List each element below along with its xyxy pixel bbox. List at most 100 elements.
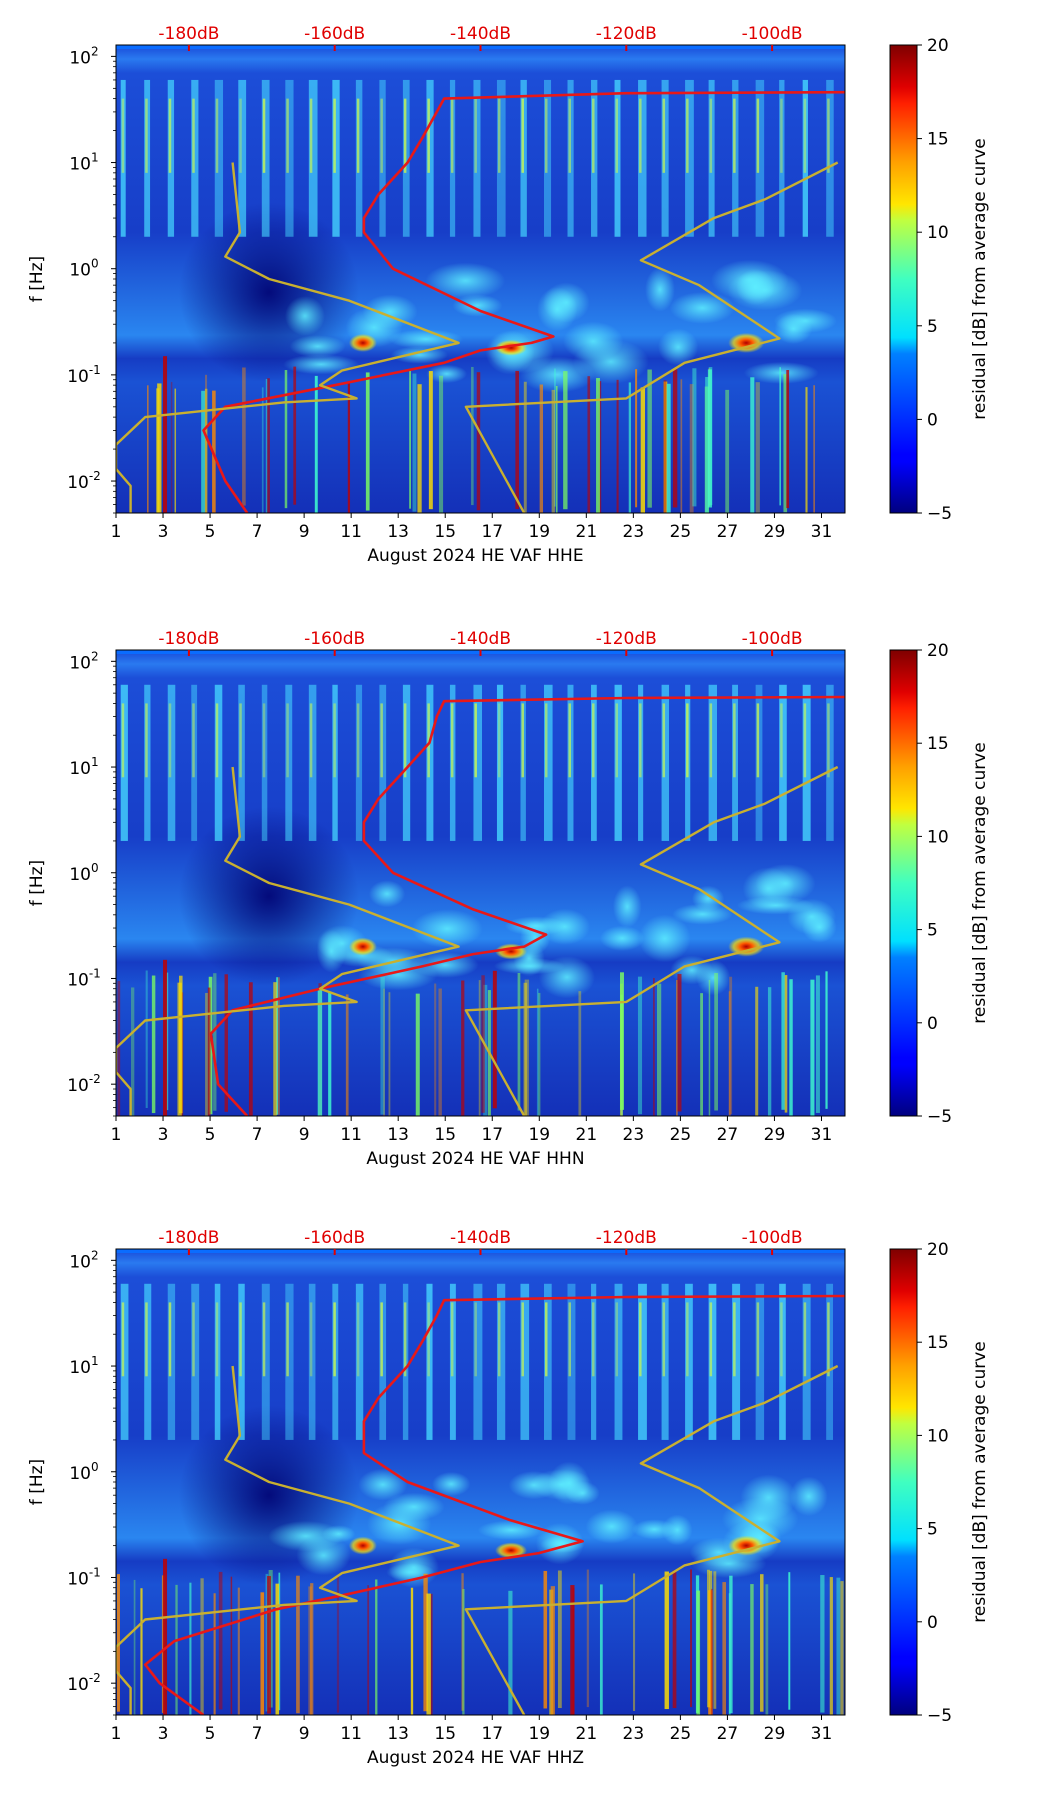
lowfreq-streak xyxy=(784,975,788,1113)
x-tick-label: 21 xyxy=(576,1724,598,1744)
x-tick-label: 29 xyxy=(764,1125,786,1145)
day-stripe-core xyxy=(192,98,195,173)
day-stripe-core xyxy=(592,98,595,173)
lowfreq-streak xyxy=(189,1582,192,1715)
noise-model-lower xyxy=(116,766,460,1116)
day-stripe-core xyxy=(286,98,289,173)
lowfreq-streak xyxy=(156,388,160,513)
noise-curve-station xyxy=(143,1294,845,1715)
lowfreq-streak xyxy=(260,1592,265,1715)
day-stripe-core xyxy=(356,703,360,778)
y-tick-base: 10 xyxy=(67,1076,89,1096)
lowfreq-streak xyxy=(423,1573,428,1712)
y-tick-base: 10 xyxy=(67,970,89,990)
lowfreq-streak xyxy=(140,1588,143,1715)
lowfreq-streak xyxy=(653,978,655,1116)
lowfreq-streak xyxy=(523,381,527,513)
x-tick-label: 17 xyxy=(481,522,503,542)
lowfreq-streak xyxy=(538,992,541,1116)
lowfreq-streak xyxy=(620,972,624,1110)
x-tick-label: 27 xyxy=(717,1125,739,1145)
lowfreq-streak xyxy=(478,980,481,1116)
x-tick-label: 27 xyxy=(717,522,739,542)
day-stripe-core xyxy=(450,98,454,173)
db-label: -120dB xyxy=(596,1228,657,1248)
day-stripe-core xyxy=(427,98,430,173)
x-tick-label: 3 xyxy=(158,1125,169,1145)
lowfreq-streak xyxy=(380,977,385,1115)
day-stripe-core xyxy=(239,98,242,173)
x-tick-label: 19 xyxy=(528,522,550,542)
day-stripe-core xyxy=(356,98,360,173)
y-tick-label: 10-2 xyxy=(67,469,101,493)
day-stripe-core xyxy=(121,1302,125,1377)
day-stripe xyxy=(379,79,386,237)
microseism-patch xyxy=(452,294,503,317)
day-stripe xyxy=(802,1283,811,1440)
lowfreq-streak xyxy=(779,367,781,506)
day-stripe-core xyxy=(380,703,383,778)
lowfreq-streak xyxy=(707,369,712,508)
day-stripe-core xyxy=(709,98,713,173)
db-label: -100dB xyxy=(742,629,803,649)
day-stripe-core xyxy=(733,703,736,778)
lowfreq-streak xyxy=(267,1576,271,1714)
lowfreq-streak xyxy=(170,381,173,513)
microseism-patch xyxy=(789,1476,828,1517)
day-stripe-core xyxy=(192,1302,195,1377)
day-stripe-core xyxy=(827,98,830,173)
lowfreq-streak xyxy=(563,371,568,510)
day-stripe xyxy=(285,1283,294,1440)
microseism-patch xyxy=(283,354,359,375)
day-stripe xyxy=(496,79,506,237)
lowfreq-streak xyxy=(230,1576,233,1715)
day-stripe xyxy=(402,684,411,841)
day-stripe-core xyxy=(333,703,336,778)
day-stripe-core xyxy=(756,1302,760,1377)
day-stripe xyxy=(261,684,268,841)
lowfreq-streak xyxy=(755,382,760,513)
lowfreq-streak xyxy=(663,381,668,513)
y-tick-base: 10 xyxy=(69,1252,91,1272)
day-stripe-core xyxy=(262,98,266,173)
y-tick-exponent: 1 xyxy=(91,1354,99,1368)
x-tick-label: 5 xyxy=(205,1724,216,1744)
lowfreq-streak xyxy=(328,992,332,1116)
day-stripe xyxy=(214,684,223,841)
noise-curve-station xyxy=(202,90,845,513)
lowfreq-streak xyxy=(599,1584,603,1715)
day-stripe-core xyxy=(450,703,454,778)
lowfreq-streak xyxy=(813,385,815,513)
y-tick-base: 10 xyxy=(67,1675,89,1695)
colorbar-tick-label: −5 xyxy=(927,504,952,524)
day-stripe-core xyxy=(309,703,313,778)
day-stripe xyxy=(661,1283,669,1440)
y-tick-base: 10 xyxy=(67,367,89,387)
microseism-patch xyxy=(672,903,733,925)
lowfreq-streak xyxy=(666,383,671,513)
day-stripe xyxy=(826,79,834,237)
day-stripe-core xyxy=(262,703,266,778)
db-label: -120dB xyxy=(596,629,657,649)
colorbar xyxy=(889,44,918,514)
lowfreq-streak xyxy=(213,973,217,1111)
lowfreq-streak xyxy=(428,371,433,510)
lowfreq-streak xyxy=(224,974,228,1112)
x-tick-label: 1 xyxy=(111,522,122,542)
lowfreq-streak xyxy=(711,1588,713,1715)
lowfreq-streak xyxy=(640,387,646,513)
colorbar xyxy=(889,649,918,1117)
lowfreq-streak xyxy=(237,1587,240,1715)
day-stripe-core xyxy=(403,1302,407,1377)
lowfreq-streak xyxy=(750,377,755,513)
day-stripe-core xyxy=(803,1302,807,1377)
microseism-patch xyxy=(542,282,590,323)
day-stripe-core xyxy=(780,1302,783,1377)
x-tick-label: 13 xyxy=(387,1724,409,1744)
y-tick-label: 101 xyxy=(69,151,98,175)
y-tick-exponent: -1 xyxy=(89,363,101,377)
lowfreq-streak xyxy=(476,372,481,511)
day-stripe xyxy=(802,79,808,237)
day-stripe xyxy=(779,79,785,237)
microseism-patch xyxy=(383,1492,445,1521)
